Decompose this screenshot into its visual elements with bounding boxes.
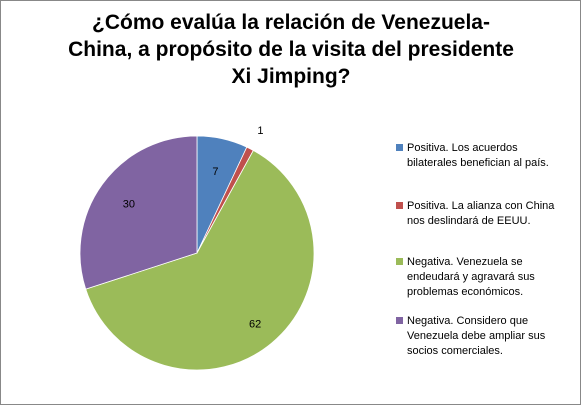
legend-label-2: Positiva. La alianza con China nos deslin…: [407, 199, 577, 229]
legend-label-4: Negativa. Considero que Venezuela debe am…: [407, 314, 577, 359]
data-label-1: 7: [212, 166, 218, 178]
legend-label-line: Venezuela debe ampliar sus: [407, 330, 546, 342]
legend-swatch-1: [396, 144, 403, 151]
legend-label-line: nos deslindará de EEUU.: [407, 215, 531, 227]
legend-label-3: Negativa. Venezuela se endeudará y agrava…: [407, 255, 577, 300]
legend-label-line: Negativa. Venezuela se: [407, 256, 523, 268]
legend-label-line: socios comerciales.: [407, 345, 503, 357]
chart-title-line-3: Xi Jimping?: [231, 65, 351, 88]
chart-title: ¿Cómo evalúa la relación de Venezuela- C…: [21, 9, 561, 90]
chart-title-line-1: ¿Cómo evalúa la relación de Venezuela-: [92, 11, 490, 34]
legend-swatch-3: [396, 258, 403, 265]
data-label-2: 1: [257, 125, 263, 137]
legend-swatch-2: [396, 202, 403, 209]
legend-label-line: Positiva. Los acuerdos: [407, 142, 518, 154]
legend-label-line: Negativa. Considero que: [407, 315, 529, 327]
pie-slice-4: [79, 135, 198, 290]
data-label-4: 30: [123, 198, 135, 210]
legend-label-line: Positiva. La alianza con China: [407, 200, 555, 212]
legend-swatch-4: [396, 317, 403, 324]
pie-slice-3: [85, 149, 315, 371]
legend-label-1: Positiva. Los acuerdos bilaterales benefi…: [407, 141, 577, 171]
legend-label-line: bilaterales benefician al país.: [407, 157, 549, 169]
legend-label-line: endeudará y agravará sus: [407, 271, 535, 283]
legend-label-line: problemas económicos.: [407, 286, 524, 298]
chart-title-line-2: China, a propósito de la visita del pres…: [68, 38, 514, 61]
data-label-3: 62: [249, 318, 261, 330]
